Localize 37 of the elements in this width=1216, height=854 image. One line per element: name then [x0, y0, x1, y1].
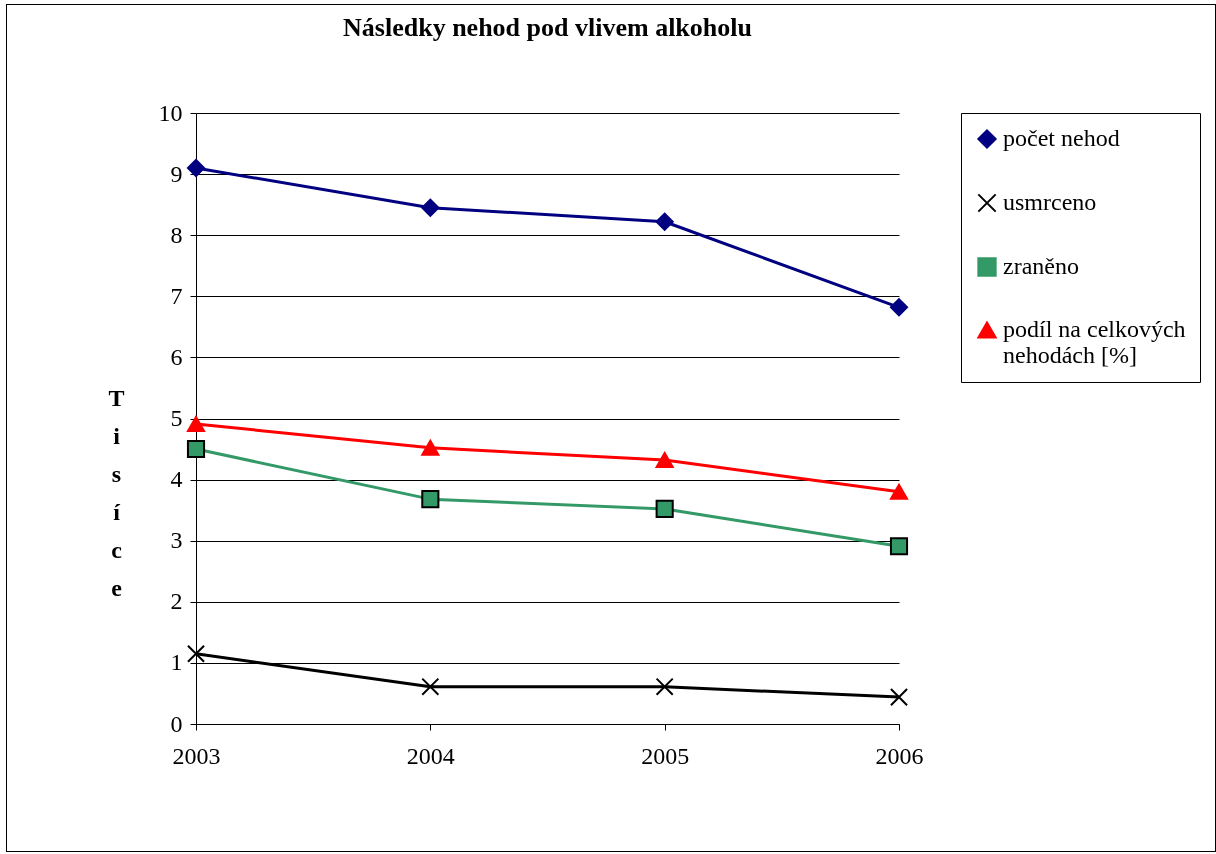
point: [421, 677, 440, 696]
y-tick-label: 0: [170, 710, 183, 737]
legend-label: usmrceno: [1003, 189, 1097, 215]
point: [889, 537, 909, 556]
x-tick-label: 2005: [641, 742, 690, 769]
point: [655, 452, 674, 469]
point: [655, 677, 674, 696]
point: [421, 198, 440, 217]
point: [655, 499, 674, 518]
point: [889, 298, 909, 317]
point: [186, 439, 206, 459]
legend-label: počet nehod: [1003, 125, 1120, 151]
y-tick-label: 9: [170, 160, 183, 187]
y-tick-label: 4: [170, 466, 183, 493]
y-tick-label: 8: [170, 221, 183, 248]
point: [186, 644, 206, 663]
y-tick-label: 7: [170, 282, 183, 309]
y-tick-label: 1: [170, 649, 183, 676]
x-tick-label: 2006: [875, 742, 924, 769]
y-tick-label: 3: [170, 527, 183, 554]
point: [889, 688, 909, 707]
y-tick-label: 6: [170, 343, 183, 370]
legend-label: zraněno: [1003, 253, 1079, 279]
x-tick-label: 2003: [172, 742, 221, 769]
point: [655, 212, 674, 231]
point: [186, 416, 206, 432]
point: [421, 490, 440, 509]
point: [186, 158, 206, 178]
y-tick-label: 10: [158, 99, 183, 126]
chart-title: Následky nehod pod vlivem alkoholu: [343, 13, 752, 42]
point: [889, 483, 909, 500]
y-tick-label: 2: [170, 588, 183, 615]
y-tick-label: 5: [170, 405, 183, 431]
y-axis-title: Tisíce: [108, 385, 125, 601]
x-tick-label: 2004: [406, 742, 455, 769]
point: [421, 439, 440, 456]
legend-label: podíl na celkových nehodách [%]: [1003, 316, 1186, 368]
